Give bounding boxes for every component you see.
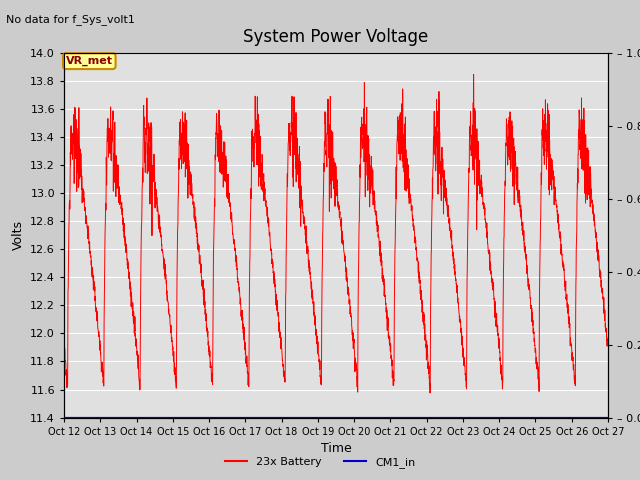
Text: VR_met: VR_met — [66, 56, 113, 66]
Y-axis label: Volts: Volts — [12, 220, 24, 250]
Title: System Power Voltage: System Power Voltage — [243, 28, 429, 46]
X-axis label: Time: Time — [321, 442, 351, 455]
Text: No data for f_Sys_volt1: No data for f_Sys_volt1 — [6, 14, 135, 25]
Legend: 23x Battery, CM1_in: 23x Battery, CM1_in — [220, 452, 420, 472]
